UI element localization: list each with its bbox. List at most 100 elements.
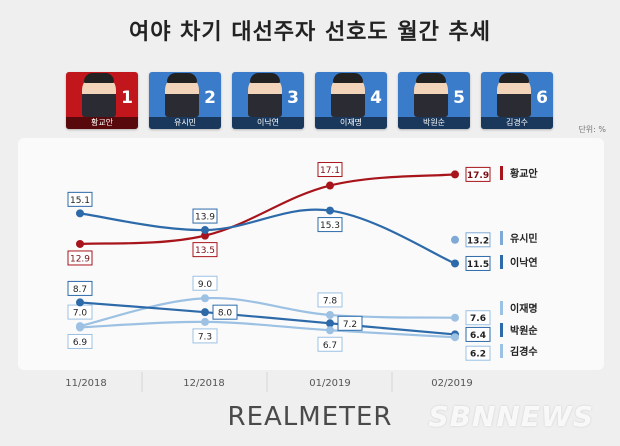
portrait-hair-icon — [167, 73, 197, 83]
data-point — [326, 326, 334, 335]
x-tick-label: 11/2018 — [65, 378, 107, 389]
data-label-box — [192, 275, 218, 291]
candidate-card-5: 5 박원순 — [398, 72, 470, 129]
data-point — [451, 259, 459, 268]
data-label: 12.9 — [70, 254, 90, 264]
data-label-box — [317, 336, 343, 352]
candidate-cards: 1 황교안 2 유시민 3 이낙연 4 이재명 5 박원순 6 김경수 — [0, 72, 620, 132]
data-point — [451, 170, 459, 179]
data-label-box — [337, 315, 363, 331]
data-point — [326, 181, 334, 190]
data-label: 15.3 — [320, 221, 340, 231]
data-point — [76, 323, 84, 332]
series-line-이낙연 — [79, 208, 456, 265]
series-line-김경수 — [79, 320, 456, 339]
legend-label: 황교안 — [510, 167, 538, 180]
candidate-rank: 3 — [287, 88, 299, 108]
unit-label: 단위: % — [578, 125, 606, 134]
data-label-box — [465, 255, 491, 271]
data-point — [201, 317, 209, 326]
data-label: 7.0 — [73, 309, 88, 319]
data-point — [76, 239, 84, 248]
legend-marker — [500, 301, 503, 315]
legend-label: 이낙연 — [510, 256, 538, 269]
candidate-name: 황교안 — [66, 117, 138, 129]
legend-marker — [500, 344, 503, 358]
portrait-hair-icon — [333, 73, 363, 83]
data-label: 17.1 — [320, 166, 340, 176]
data-point — [326, 319, 334, 328]
data-label: 7.6 — [470, 314, 486, 324]
data-label-box — [192, 328, 218, 344]
data-label: 8.0 — [218, 309, 233, 319]
legend-label: 박원순 — [510, 324, 538, 337]
source-logo: REALMETER — [227, 402, 393, 432]
data-point — [451, 313, 459, 322]
portrait-hair-icon — [416, 73, 446, 83]
portrait-hair-icon — [499, 73, 529, 83]
data-label-box — [465, 345, 491, 361]
data-label: 9.0 — [198, 280, 213, 290]
data-label-box — [465, 310, 491, 326]
data-label: 6.2 — [470, 350, 486, 360]
data-label-box — [465, 166, 491, 182]
data-label: 13.9 — [195, 213, 215, 223]
candidate-card-4: 4 이재명 — [315, 72, 387, 129]
data-label-box — [317, 162, 343, 178]
data-point — [201, 226, 209, 235]
data-label-box — [192, 242, 218, 258]
candidate-name: 박원순 — [398, 117, 470, 129]
candidate-card-6: 6 김경수 — [481, 72, 553, 129]
x-tick-label: 12/2018 — [183, 378, 225, 389]
page-title: 여야 차기 대선주자 선호도 월간 추세 — [129, 20, 491, 45]
data-point — [326, 310, 334, 319]
candidate-rank: 6 — [536, 88, 548, 108]
legend-label: 이재명 — [510, 302, 538, 315]
data-label: 7.8 — [323, 296, 338, 306]
watermark: SBNNEWS — [428, 400, 594, 433]
data-point — [76, 298, 84, 307]
series-line-박원순 — [79, 301, 456, 336]
x-tick-label: 02/2019 — [431, 378, 473, 389]
data-label-box — [67, 250, 93, 266]
candidate-card-1: 1 황교안 — [66, 72, 138, 129]
data-point — [451, 333, 459, 342]
data-label: 11.5 — [467, 260, 489, 270]
legend-marker — [500, 323, 503, 337]
data-label: 6.7 — [323, 341, 337, 351]
data-label-box — [192, 208, 218, 224]
legend-marker — [500, 231, 503, 245]
portrait-hair-icon — [250, 73, 280, 83]
data-point — [201, 231, 209, 240]
data-label: 7.3 — [198, 332, 212, 342]
x-tick-label: 01/2019 — [309, 378, 351, 389]
candidate-card-2: 2 유시민 — [149, 72, 221, 129]
data-label: 13.5 — [195, 246, 215, 256]
data-point — [451, 235, 459, 244]
data-label: 7.2 — [343, 320, 357, 330]
data-point — [326, 206, 334, 215]
data-label: 6.9 — [73, 338, 88, 348]
candidate-name: 김경수 — [481, 117, 553, 129]
series-line-이재명 — [79, 296, 456, 328]
legend-label: 유시민 — [510, 232, 538, 245]
candidate-rank: 4 — [370, 88, 382, 108]
candidate-rank: 5 — [453, 88, 465, 108]
candidate-name: 이재명 — [315, 117, 387, 129]
series-line-황교안 — [79, 173, 456, 246]
candidate-name: 유시민 — [149, 117, 221, 129]
data-label-box — [465, 232, 491, 248]
data-label-box — [317, 217, 343, 233]
data-point — [201, 308, 209, 317]
data-label-box — [67, 280, 93, 296]
legend-marker — [500, 166, 503, 180]
candidate-rank: 1 — [121, 88, 133, 108]
data-label-box — [212, 304, 238, 320]
portrait-hair-icon — [84, 73, 114, 83]
candidate-name: 이낙연 — [232, 117, 304, 129]
data-label: 6.4 — [470, 331, 486, 341]
data-label-box — [317, 292, 343, 308]
data-label-box — [67, 191, 93, 207]
data-label: 17.9 — [467, 171, 489, 181]
